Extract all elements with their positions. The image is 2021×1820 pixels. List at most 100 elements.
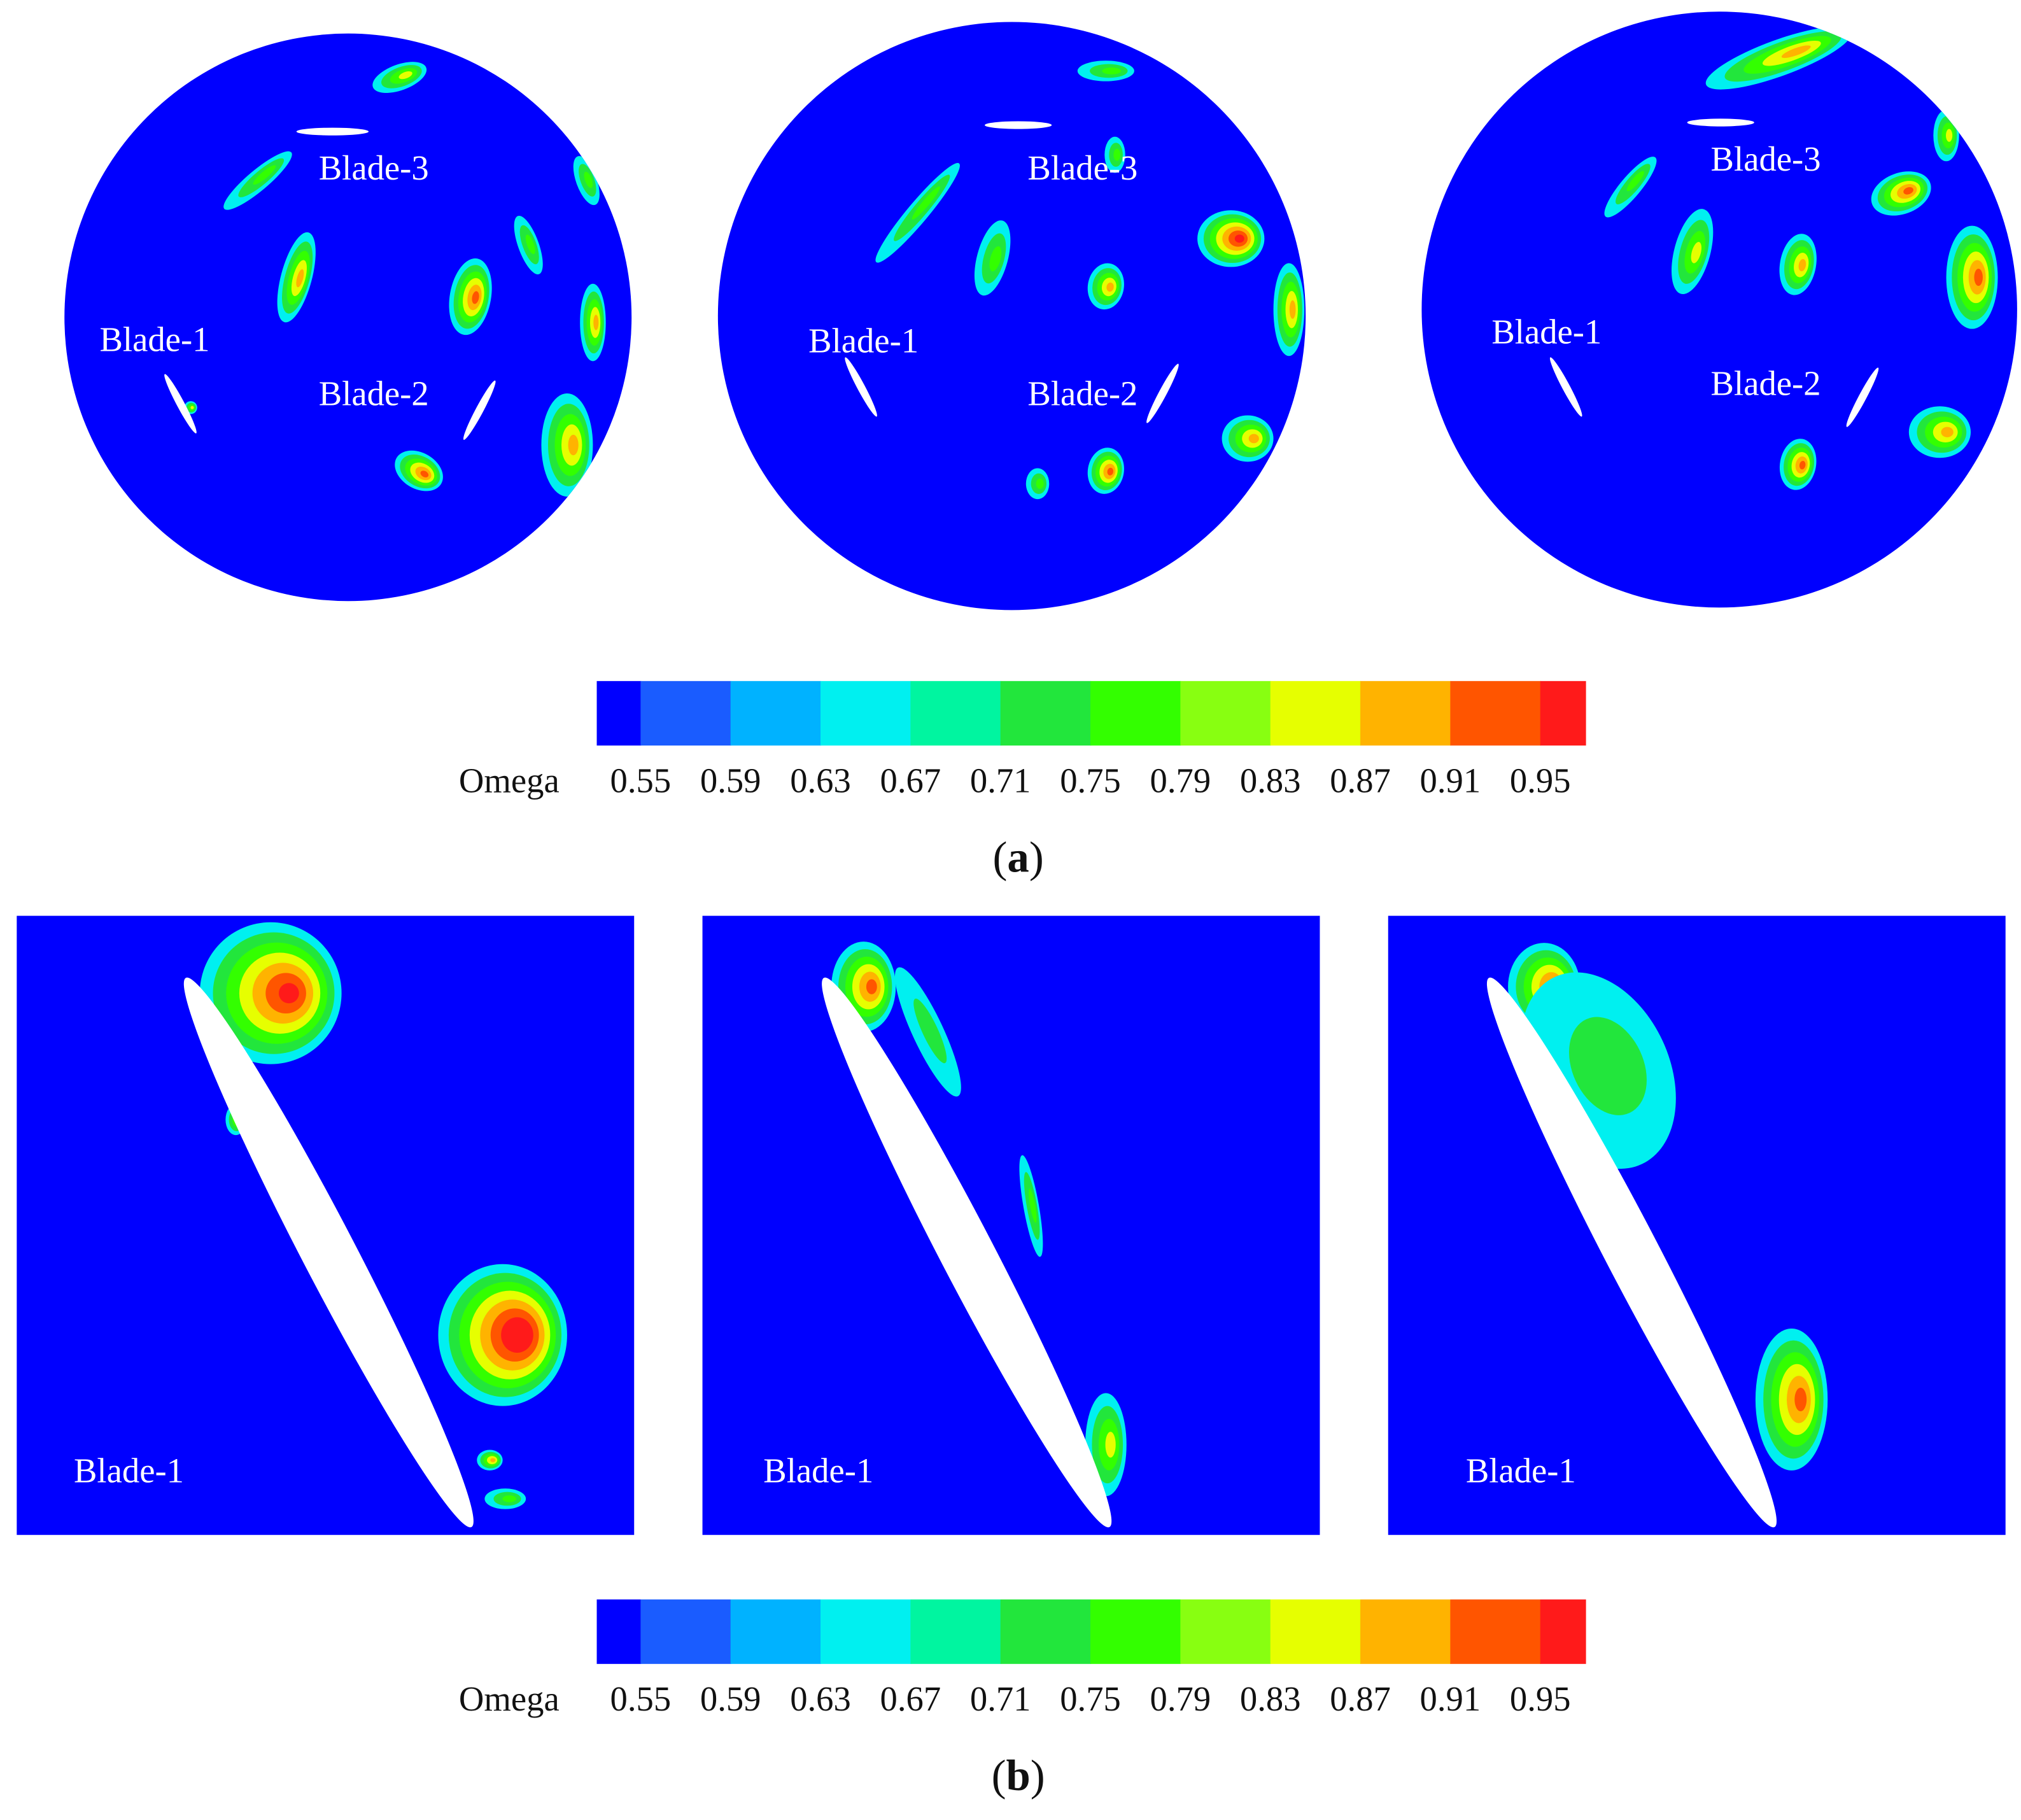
contour-level	[989, 246, 1002, 272]
vortex	[875, 163, 960, 263]
colorbar-tick-label: 0.87	[1330, 1679, 1391, 1718]
contour-circle	[1421, 11, 2017, 608]
blade-label: Blade-1	[763, 1451, 873, 1490]
contour-level	[253, 165, 276, 185]
blade-label: Blade-1	[1491, 312, 1602, 351]
vortex	[1779, 234, 1817, 295]
colorbar-tick-label: 0.95	[1510, 761, 1571, 800]
blade	[1687, 118, 1754, 127]
colorbar-tick-label: 0.55	[610, 761, 672, 800]
vortex	[1755, 1329, 1828, 1471]
colorbar-tick-label: 0.71	[970, 761, 1031, 800]
vortex	[1222, 415, 1274, 462]
vortex	[184, 401, 197, 414]
colorbar-swatch	[910, 1599, 1001, 1664]
blade-label: Blade-1	[1466, 1451, 1576, 1490]
contour-level	[1781, 45, 1811, 59]
contour-level	[1029, 1189, 1037, 1223]
colorbar-swatch	[1540, 1599, 1586, 1664]
colorbar-tick-label: 0.59	[700, 1679, 761, 1718]
vortex	[1908, 406, 1971, 458]
colorbar-tick-label: 0.71	[970, 1679, 1031, 1718]
contour-level	[1799, 460, 1806, 470]
blade	[1549, 357, 1582, 417]
colorbar-swatch	[640, 1599, 731, 1664]
blade-label: Blade-3	[319, 148, 429, 187]
contour-level	[584, 171, 593, 188]
colorbar-title: Omega	[459, 1679, 560, 1718]
caption: (b)	[992, 1751, 1045, 1800]
blade	[296, 127, 369, 136]
colorbar-swatch	[1360, 681, 1451, 746]
contour-level	[1794, 1387, 1807, 1412]
caption: (a)	[993, 833, 1044, 881]
vortex	[1933, 109, 1959, 162]
contour-level	[1974, 269, 1983, 286]
colorbar-swatch	[596, 1599, 642, 1664]
vortex	[1087, 263, 1124, 310]
vortex	[477, 1450, 503, 1471]
colorbar-tick-label: 0.75	[1060, 761, 1121, 800]
colorbar-swatch	[910, 681, 1001, 746]
colorbar-tick-label: 0.63	[790, 1679, 851, 1718]
colorbar-swatch	[1540, 681, 1586, 746]
contour-level	[1248, 434, 1259, 444]
vortex	[449, 258, 492, 335]
contour-level	[912, 186, 940, 220]
colorbar-swatch	[1360, 1599, 1451, 1664]
colorbar-tick-label: 0.63	[790, 761, 851, 800]
blade-label: Blade-2	[319, 374, 429, 413]
vortex	[1671, 209, 1714, 295]
contour-level	[1946, 129, 1953, 142]
vortex	[199, 922, 342, 1064]
blade-label: Blade-2	[1711, 363, 1821, 402]
contour-level	[1289, 300, 1296, 319]
caption-part: b	[1006, 1751, 1031, 1800]
contour-level	[1234, 234, 1244, 243]
contour-level	[593, 314, 599, 330]
vortex	[1705, 26, 1852, 90]
vortex	[277, 232, 316, 323]
blade	[822, 977, 1112, 1528]
vortex-regions	[184, 26, 1998, 1509]
colorbar-swatch	[640, 681, 731, 746]
colorbar-swatch	[820, 681, 912, 746]
colorbar-tick-label: 0.79	[1150, 761, 1211, 800]
vortex	[1025, 468, 1050, 500]
colorbar-tick-label: 0.79	[1150, 1679, 1211, 1718]
contour-level	[278, 983, 299, 1004]
contour-level	[511, 1326, 528, 1344]
colorbar-swatch	[1450, 1599, 1541, 1664]
vortex	[1604, 157, 1657, 218]
contour-level	[1569, 1017, 1647, 1115]
colorbar-title: Omega	[459, 761, 560, 800]
colorbar-tick-label: 0.67	[880, 761, 941, 800]
contour-level	[1036, 478, 1044, 489]
contour-level	[525, 234, 535, 255]
blade	[1846, 367, 1879, 427]
contour-level	[490, 1458, 496, 1462]
vortex	[223, 151, 292, 210]
colorbar-tick-label: 0.91	[1420, 1679, 1481, 1718]
colorbar-swatch	[820, 1599, 912, 1664]
colorbar-swatch	[1090, 1599, 1181, 1664]
contour-level	[1102, 67, 1122, 74]
vortex	[573, 156, 600, 206]
vortex	[1104, 136, 1125, 173]
vortex	[372, 62, 427, 93]
contour-level	[913, 998, 947, 1064]
colorbar-tick-label: 0.75	[1060, 1679, 1121, 1718]
vortex	[395, 450, 443, 491]
contour-level	[190, 406, 194, 409]
vortex	[974, 220, 1011, 296]
contour-level	[1626, 171, 1644, 192]
contour-level	[398, 71, 412, 80]
blade-label: Blade-3	[1711, 139, 1821, 178]
vortex	[1077, 60, 1134, 81]
blades	[164, 118, 1879, 1528]
blade	[463, 380, 496, 440]
caption-part: )	[1029, 833, 1044, 881]
vortex	[1273, 263, 1305, 356]
colorbar-swatch	[1180, 681, 1271, 746]
